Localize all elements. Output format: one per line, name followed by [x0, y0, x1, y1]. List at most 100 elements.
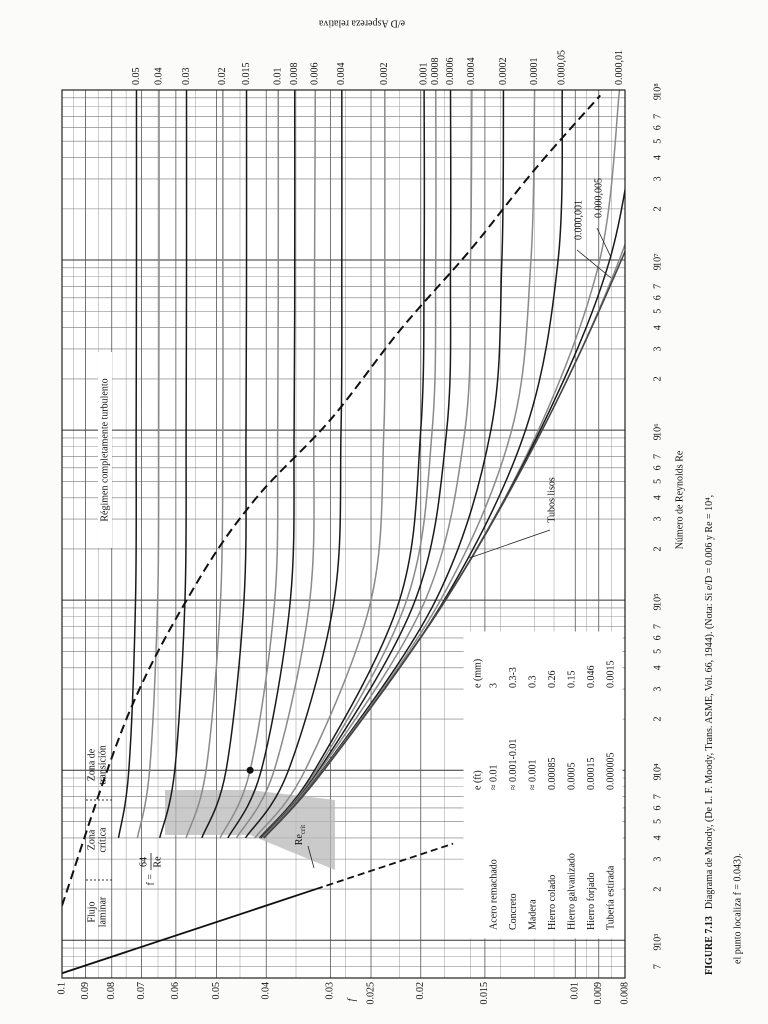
x-tick-label: 10³ — [652, 934, 663, 947]
laminar-extension — [315, 842, 454, 890]
roughness-label: 0.04 — [153, 68, 164, 86]
x-tick-label: 5 — [652, 309, 663, 314]
x-tick-label: 3 — [652, 517, 663, 522]
y-tick-label: 0.08 — [106, 982, 117, 1000]
y-tick-label: 0.008 — [619, 982, 630, 1005]
roughness-label: 0.008 — [289, 63, 300, 86]
x-tick-label: 10⁵ — [652, 593, 663, 607]
x-tick-label: 7 — [652, 624, 663, 629]
friction-curve — [260, 90, 452, 839]
x-tick-label: 3 — [652, 346, 663, 351]
friction-curve — [244, 90, 343, 839]
zone-label: transición — [97, 745, 108, 784]
turbulent-boundary — [62, 94, 601, 906]
x-tick-label: 7 — [652, 794, 663, 799]
x-tick-label: 5 — [652, 649, 663, 654]
label-bg — [98, 352, 112, 548]
table-cell: ≈ 0.001 — [527, 760, 538, 791]
roughness-title: e/D Aspereza relativa — [318, 18, 405, 29]
table-cell: Concreto — [508, 893, 519, 930]
roughness-label: 0.002 — [379, 63, 390, 86]
x-tick-label: 9 — [652, 776, 663, 781]
x-tick-label: 2 — [652, 546, 663, 551]
zone-label: crítica — [97, 827, 108, 853]
x-tick-label: 9 — [652, 946, 663, 951]
roughness-label: 0.006 — [310, 63, 321, 86]
re-crit-label: Recrit — [294, 825, 306, 845]
x-tick-label: 6 — [652, 465, 663, 470]
friction-curve — [263, 90, 625, 839]
re-crit-sub: crit — [299, 825, 307, 834]
table-cell: ≈ 0.01 — [488, 765, 499, 791]
x-tick-label: 4 — [652, 495, 663, 500]
x-tick-label: 9 — [652, 435, 663, 440]
leader-line — [596, 227, 611, 257]
x-tick-label: 6 — [652, 805, 663, 810]
friction-curve — [227, 90, 296, 839]
roughness-label: 0.02 — [217, 68, 228, 86]
friction-curve — [185, 90, 224, 839]
table-cell: 0.3-3 — [508, 667, 519, 688]
table-cell: 0.26 — [547, 671, 558, 689]
friction-curve — [159, 90, 188, 839]
table-cell: Madera — [527, 899, 538, 930]
overlay: 7910³234567910⁴234567910⁵234567910⁶23456… — [56, 18, 743, 1005]
zone-label: laminar — [97, 896, 108, 927]
table-cell: ≈ 0.001-0.01 — [508, 739, 519, 790]
table-cell: 0.0015 — [605, 661, 616, 689]
y-axis-label: f — [346, 997, 357, 1001]
x-tick-label: 4 — [652, 155, 663, 160]
x-tick-label: 3 — [652, 176, 663, 181]
table-cell: 0.000005 — [605, 753, 616, 791]
x-tick-label: 3 — [652, 687, 663, 692]
laminar-label-den: Re — [152, 856, 163, 868]
x-tick-label: 6 — [652, 125, 663, 130]
table-cell: Tubería estirada — [605, 865, 616, 930]
y-tick-label: 0.025 — [365, 982, 376, 1005]
y-tick-label: 0.04 — [261, 982, 272, 1000]
table-cell: Hierro galvanizado — [566, 853, 577, 930]
friction-curve — [201, 90, 248, 839]
x-tick-label: 4 — [652, 665, 663, 670]
roughness-label: 0.000,001 — [573, 200, 584, 240]
x-tick-label: 5 — [652, 479, 663, 484]
x-tick-label: 5 — [652, 139, 663, 144]
x-tick-label: 2 — [652, 206, 663, 211]
x-tick-label: 7 — [652, 114, 663, 119]
table-cell: 0.00015 — [586, 758, 597, 791]
laminar-label-num: 64 — [138, 857, 149, 867]
laminar-line — [62, 888, 317, 975]
x-tick-label: 2 — [652, 887, 663, 892]
x-tick-label: 4 — [652, 835, 663, 840]
roughness-label: 0.001 — [418, 63, 429, 86]
x-tick-label: 4 — [652, 325, 663, 330]
roughness-label: 0.000,01 — [614, 50, 625, 85]
y-tick-label: 0.009 — [593, 982, 604, 1005]
roughness-label: 0.000,005 — [593, 178, 604, 218]
x-tick-label: 3 — [652, 857, 663, 862]
caption-text: Diagrama de Moody, (De L. F. Moody, Tran… — [704, 495, 715, 909]
roughness-label: 0.004 — [336, 63, 347, 86]
y-tick-label: 0.02 — [415, 982, 426, 1000]
y-tick-label: 0.03 — [325, 982, 336, 1000]
table-cell: 0.3 — [527, 676, 538, 689]
roughness-label: 0.01 — [273, 68, 284, 86]
leader-line — [576, 249, 612, 279]
friction-curve — [136, 90, 160, 839]
zone-label: Zona de — [86, 748, 97, 781]
friction-curve — [260, 90, 437, 839]
x-tick-label: 9 — [652, 95, 663, 100]
table-cell: 0.15 — [566, 671, 577, 689]
plot-group: 7910³234567910⁴234567910⁵234567910⁶23456… — [56, 18, 743, 1005]
roughness-label: 0.0004 — [466, 58, 477, 86]
friction-curve — [254, 90, 386, 839]
x-tick-label: 2 — [652, 376, 663, 381]
x-axis-label: Número de Reynolds Re — [674, 450, 685, 549]
roughness-label: Tubos lisos — [546, 477, 557, 523]
table-cell: 0.00085 — [547, 758, 558, 791]
curves — [62, 90, 625, 975]
table-bg — [463, 631, 623, 939]
laminar-label-lhs: f = — [145, 874, 156, 886]
